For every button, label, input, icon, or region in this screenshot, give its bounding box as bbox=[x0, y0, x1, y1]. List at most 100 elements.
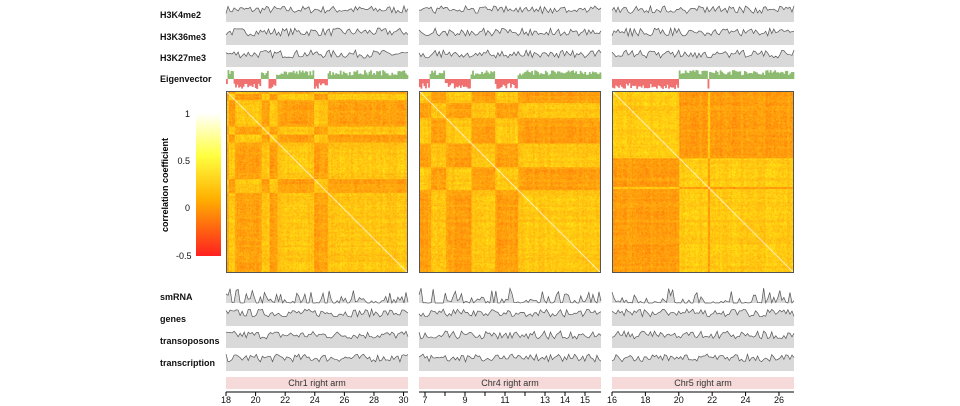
transposons-track-area bbox=[419, 331, 601, 348]
eigenvector-bar bbox=[687, 73, 690, 79]
eigenvector-bar bbox=[597, 74, 600, 79]
colorbar bbox=[196, 113, 221, 256]
eigenvector-bar bbox=[367, 74, 369, 79]
eigenvector-bar bbox=[470, 74, 473, 79]
correlation-heatmap bbox=[612, 91, 794, 273]
eigenvector-bar bbox=[669, 79, 672, 88]
eigenvector-bar bbox=[374, 74, 377, 79]
x-tick-label: 26 bbox=[339, 395, 350, 405]
eigenvector-bar bbox=[295, 71, 298, 79]
smrna-track-line bbox=[225, 288, 409, 305]
eigenvector-bar bbox=[373, 72, 375, 79]
eigenvector-bar bbox=[519, 73, 521, 79]
eigenvector-bar bbox=[449, 79, 452, 86]
x-tick-label: 28 bbox=[368, 395, 379, 405]
eigenvector-bar bbox=[681, 73, 684, 79]
eigenvector-bar bbox=[570, 70, 573, 79]
eigenvector-bar bbox=[742, 74, 745, 79]
eigenvector-bar bbox=[406, 74, 409, 79]
eigenvector-bar bbox=[547, 75, 550, 79]
eigenvector-bar bbox=[763, 74, 766, 79]
h3k4me2-track-area bbox=[226, 5, 408, 22]
transcription-track-area bbox=[612, 354, 794, 371]
eigenvector-bar bbox=[615, 79, 617, 86]
track-label-h3k27me3: H3K27me3 bbox=[160, 53, 207, 63]
eigenvector-bar bbox=[286, 74, 289, 79]
eigenvector-bar bbox=[389, 75, 392, 79]
eigenvector-bar bbox=[710, 72, 713, 79]
eigenvector-bar bbox=[376, 71, 378, 79]
chromosome-arm-label: Chr5 right arm bbox=[612, 377, 794, 389]
eigenvector-bar bbox=[693, 71, 696, 79]
eigenvector-bar bbox=[443, 70, 446, 79]
eigenvector-bar bbox=[743, 70, 746, 79]
eigenvector-bar bbox=[382, 70, 385, 79]
eigenvector-bar bbox=[506, 79, 509, 84]
eigenvector-bar bbox=[575, 71, 578, 79]
eigenvector-bar bbox=[660, 79, 663, 88]
eigenvector-bar bbox=[569, 72, 571, 79]
eigenvector-bar bbox=[529, 72, 532, 79]
eigenvector-bar bbox=[715, 70, 717, 79]
eigenvector-bar bbox=[634, 79, 637, 86]
eigenvector-bar bbox=[563, 73, 565, 79]
chromosome-arm-label: Chr4 right arm bbox=[419, 377, 601, 389]
eigenvector-bar bbox=[440, 73, 443, 79]
track-label-transposons: transoposons bbox=[160, 336, 220, 346]
eigenvector-bar bbox=[683, 73, 686, 79]
eigenvector-bar bbox=[304, 71, 307, 79]
eigenvector-bar bbox=[360, 74, 363, 79]
eigenvector-bar bbox=[397, 71, 400, 79]
eigenvector-bar bbox=[543, 74, 546, 79]
eigenvector-bar bbox=[496, 79, 499, 89]
eigenvector-bar bbox=[588, 72, 591, 79]
colorbar-tick: -0.5 bbox=[176, 251, 192, 261]
eigenvector-bar bbox=[499, 79, 502, 88]
eigenvector-bar bbox=[651, 79, 654, 88]
eigenvector-bar bbox=[380, 75, 383, 79]
eigenvector-bar bbox=[637, 79, 640, 87]
eigenvector-bar bbox=[713, 73, 716, 79]
eigenvector-bar bbox=[657, 79, 660, 86]
eigenvector-bar bbox=[247, 79, 250, 88]
eigenvector-bar bbox=[285, 71, 287, 79]
eigenvector-bar bbox=[590, 73, 593, 79]
h3k36me3-track-line bbox=[611, 26, 795, 38]
eigenvector-bar bbox=[280, 73, 283, 79]
colorbar-tick: 1 bbox=[184, 109, 190, 119]
eigenvector-bar bbox=[772, 71, 775, 79]
eigenvector-bar bbox=[750, 72, 752, 79]
eigenvector-bar bbox=[292, 70, 295, 79]
eigenvector-bar bbox=[473, 75, 476, 79]
eigenvector-bar bbox=[555, 73, 558, 79]
eigenvector-bar bbox=[257, 79, 260, 84]
eigenvector-bar bbox=[464, 79, 467, 87]
genes-track-area bbox=[226, 309, 408, 326]
eigenvector-bar bbox=[558, 71, 561, 79]
eigenvector-bar bbox=[631, 79, 634, 86]
genes-track-area bbox=[419, 309, 601, 326]
eigenvector-bar bbox=[678, 70, 681, 79]
eigenvector-bar bbox=[262, 73, 265, 79]
transcription-track-area bbox=[226, 354, 408, 371]
eigenvector-bar bbox=[769, 70, 772, 79]
eigenvector-bar bbox=[731, 70, 734, 79]
eigenvector-bar bbox=[566, 72, 568, 79]
x-tick-label: 16 bbox=[606, 395, 618, 405]
eigenvector-bar bbox=[320, 79, 322, 86]
eigenvector-bar bbox=[508, 79, 511, 84]
eigenvector-bar bbox=[613, 79, 616, 89]
eigenvector-bar bbox=[652, 79, 655, 87]
eigenvector-bar bbox=[273, 79, 275, 85]
h3k4me2-track-line bbox=[611, 4, 795, 15]
eigenvector-bar bbox=[420, 79, 423, 89]
h3k4me2-track-area bbox=[419, 5, 601, 23]
eigenvector-bar bbox=[538, 74, 541, 79]
eigenvector-bar bbox=[591, 71, 594, 79]
eigenvector-bar bbox=[309, 71, 312, 79]
eigenvector-bar bbox=[706, 70, 708, 79]
eigenvector-bar bbox=[283, 71, 286, 79]
eigenvector-bar bbox=[428, 79, 430, 88]
eigenvector-bar bbox=[371, 74, 374, 79]
